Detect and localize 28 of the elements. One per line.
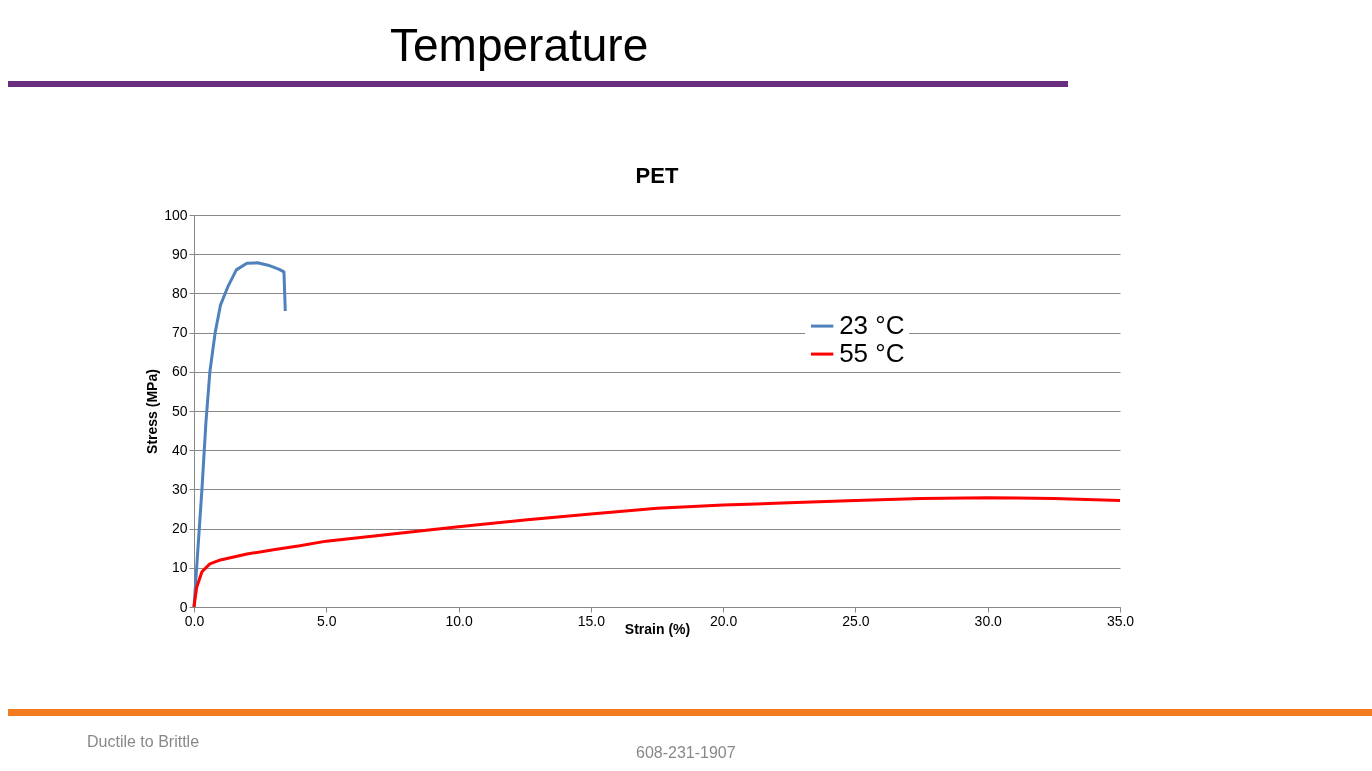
y-tick-label: 40	[171, 441, 188, 458]
y-tick-label: 10	[171, 559, 188, 576]
x-tick-label: 35.0	[1106, 612, 1135, 629]
text: 608-231-1907	[636, 744, 736, 762]
legend-label: 23 °C	[839, 310, 905, 341]
y-tick-label: 30	[171, 480, 188, 497]
x-tick-label: 20.0	[710, 612, 738, 629]
x-axis-title: Strain (%)	[624, 620, 691, 637]
x-tick-label: 25.0	[842, 612, 870, 629]
text: Ductile to Brittle	[87, 733, 200, 751]
y-tick-label: 60	[171, 363, 188, 380]
x-tick-label: 30.0	[974, 612, 1003, 629]
legend-label: 55 °C	[839, 338, 905, 369]
x-tick-label: 15.0	[577, 612, 606, 629]
y-tick-label: 0	[179, 598, 188, 615]
y-axis-title: Stress (MPa)	[144, 369, 161, 454]
x-tick-label: 5.0	[317, 612, 337, 629]
x-tick-label: 0.0	[184, 612, 205, 629]
y-tick-label: 100	[164, 206, 188, 223]
y-tick-label: 50	[171, 402, 188, 419]
line-series	[192, 496, 1122, 609]
y-tick-label: 70	[171, 324, 188, 341]
chart-title: Temperature	[390, 18, 649, 72]
y-tick-label: 20	[171, 520, 188, 537]
y-tick-label: 80	[171, 284, 188, 301]
y-tick-label: 90	[171, 245, 188, 262]
x-tick-label: 10.0	[445, 612, 473, 629]
chart-subtitle: PET	[635, 163, 679, 188]
